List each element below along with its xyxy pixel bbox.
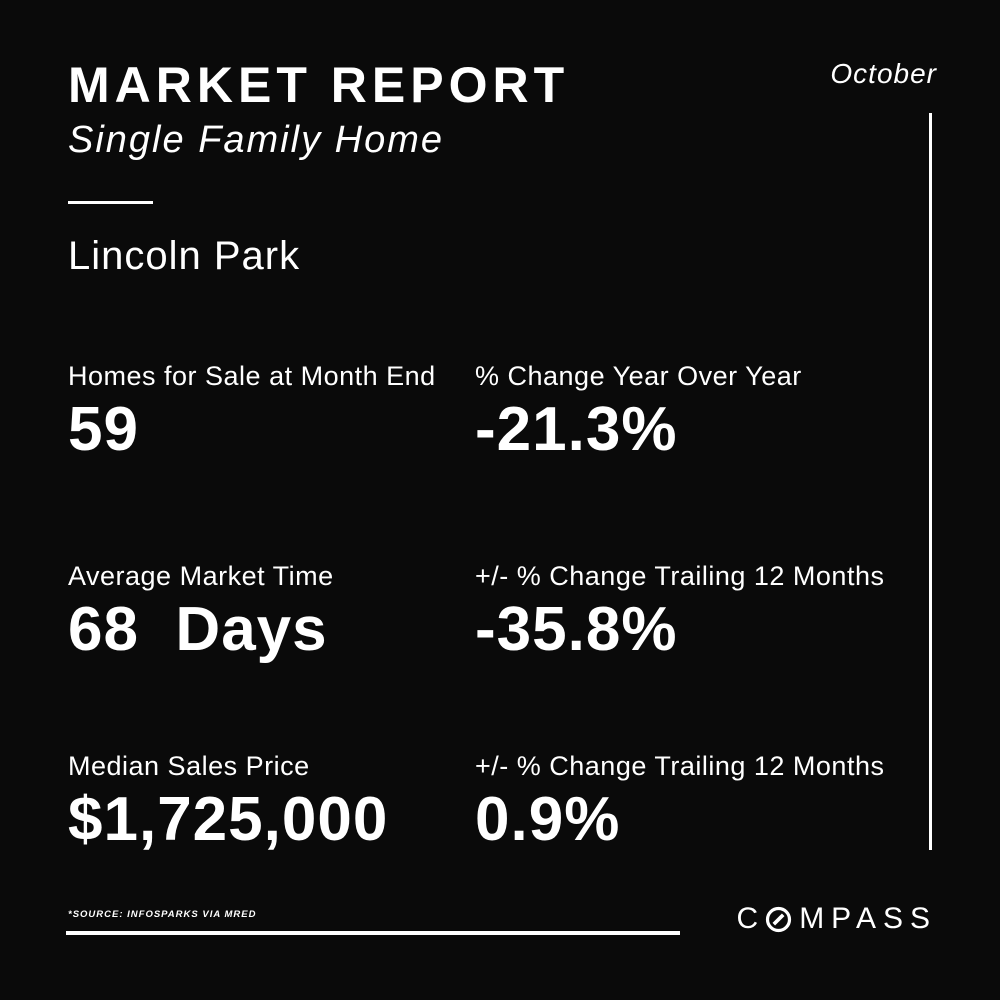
subtitle-underline [68,201,153,204]
stat-value: 59 [68,395,139,464]
stat-row-homes-for-sale: Homes for Sale at Month End 59 % Change … [68,363,918,461]
stat-row-market-time: Average Market Time 68 Days +/- % Change… [68,563,918,661]
compass-needle-o-icon [765,906,792,933]
page-subtitle: Single Family Home [68,119,444,161]
stat-label: % Change Year Over Year [475,361,802,391]
stat-average-market-time: Average Market Time 68 Days [68,563,475,661]
compass-logo-suffix: MPASS [799,902,937,935]
stat-value: 0.9% [475,785,621,854]
stat-label: +/- % Change Trailing 12 Months [475,561,885,591]
region-name: Lincoln Park [68,234,301,278]
stat-change-trailing-12-months: +/- % Change Trailing 12 Months -35.8% [475,563,918,661]
stat-label: Homes for Sale at Month End [68,361,436,391]
stat-label: Median Sales Price [68,751,310,781]
compass-logo: C MPASS [737,904,937,934]
stat-label: Average Market Time [68,561,334,591]
right-divider-line [929,113,932,850]
stat-row-median-price: Median Sales Price $1,725,000 +/- % Chan… [68,753,918,851]
stat-median-sales-price: Median Sales Price $1,725,000 [68,753,475,851]
stat-change-trailing-12-months: +/- % Change Trailing 12 Months 0.9% [475,753,918,851]
stat-label: +/- % Change Trailing 12 Months [475,751,885,781]
stat-value: 68 Days [68,595,328,664]
page-title: MARKET REPORT [68,57,570,113]
source-note: *SOURCE: INFOSPARKS VIA MRED [68,909,257,920]
stat-homes-for-sale: Homes for Sale at Month End 59 [68,363,475,461]
footer-divider-line [66,931,680,935]
stat-change-yoy: % Change Year Over Year -21.3% [475,363,918,461]
compass-logo-prefix: C [736,902,766,935]
stat-value: -35.8% [475,595,678,664]
stat-value: -21.3% [475,395,678,464]
stat-value: $1,725,000 [68,785,389,854]
report-month: October [830,58,937,89]
